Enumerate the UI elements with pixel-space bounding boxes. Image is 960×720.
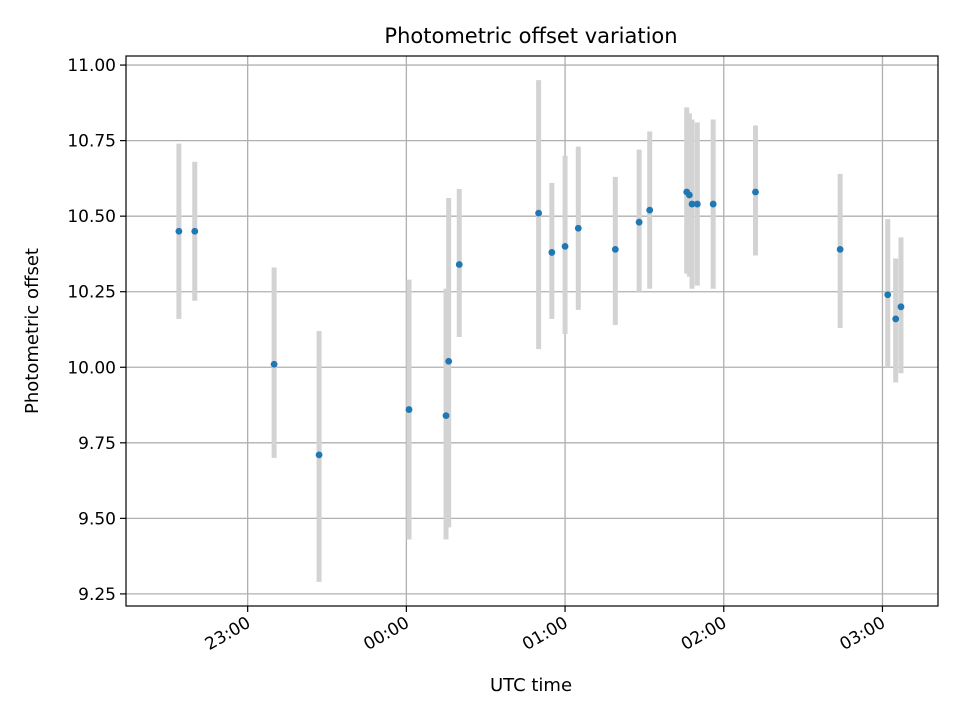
plot-frame xyxy=(125,55,939,607)
data-point xyxy=(315,451,323,459)
y-axis-ticks: 9.25 9.50 9.75 10.00 10.25 10.50 10.75 11.00 xyxy=(67,56,126,605)
data-point xyxy=(752,188,759,196)
data-point xyxy=(561,242,569,250)
y-tick-label: 11.00 xyxy=(67,56,116,76)
x-axis-label: UTC time xyxy=(490,675,572,696)
data-point xyxy=(175,227,183,235)
data-point xyxy=(685,191,693,199)
data-point xyxy=(191,227,199,235)
y-tick-label: 9.25 xyxy=(78,585,116,605)
chart-title: Photometric offset variation xyxy=(384,24,677,48)
grid xyxy=(126,56,938,606)
y-tick-label: 9.50 xyxy=(78,509,116,529)
data-point xyxy=(892,315,900,323)
data-point xyxy=(445,357,453,365)
data-points xyxy=(175,188,905,459)
y-tick-label: 10.00 xyxy=(67,358,116,378)
data-point xyxy=(270,360,278,368)
data-point xyxy=(635,218,643,226)
y-tick-label: 10.50 xyxy=(67,207,116,227)
data-point xyxy=(442,412,450,420)
data-point xyxy=(897,303,905,311)
data-point xyxy=(693,200,701,208)
data-point xyxy=(455,261,463,268)
y-tick-label: 10.25 xyxy=(67,283,116,303)
data-point xyxy=(884,291,892,299)
data-point xyxy=(611,246,619,253)
y-tick-label: 10.75 xyxy=(67,132,116,152)
data-point xyxy=(405,406,413,413)
data-point xyxy=(535,209,543,217)
y-axis-label: Photometric offset xyxy=(22,248,43,414)
data-point xyxy=(574,224,582,232)
data-point xyxy=(836,246,844,253)
data-point xyxy=(688,200,696,208)
y-tick-label: 9.75 xyxy=(78,434,116,454)
data-point xyxy=(646,206,654,214)
data-point xyxy=(709,200,717,208)
data-point xyxy=(548,249,556,256)
